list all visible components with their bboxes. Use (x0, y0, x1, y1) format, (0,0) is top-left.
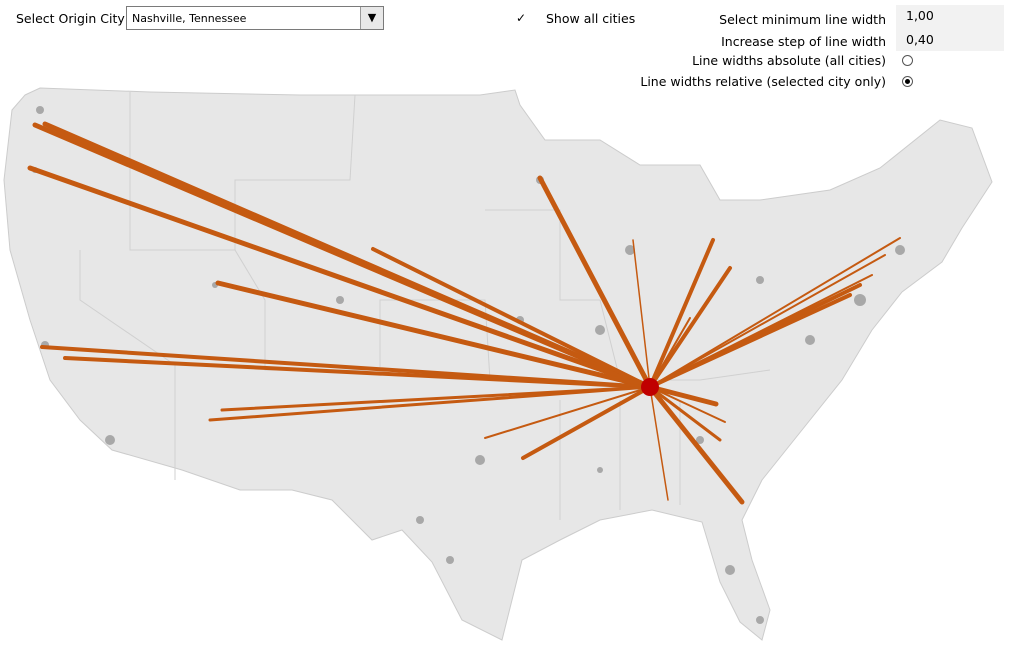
route-line (649, 386, 669, 501)
absolute-label: Line widths absolute (all cities) (692, 53, 886, 68)
origin-select[interactable]: Nashville, Tennessee ▼ (126, 6, 384, 30)
origin-value: Nashville, Tennessee (132, 12, 247, 25)
route-line (215, 280, 653, 390)
min-width-label: Select minimum line width (719, 12, 886, 27)
radio-absolute[interactable] (902, 55, 913, 66)
dropdown-button[interactable]: ▼ (360, 7, 383, 29)
route-line (371, 247, 652, 389)
radio-relative[interactable] (902, 76, 913, 87)
origin-city[interactable] (641, 378, 659, 396)
route-line (647, 384, 719, 407)
origin-label: Select Origin City (16, 11, 125, 26)
relative-label: Line widths relative (selected city only… (640, 74, 886, 89)
route-line (649, 254, 886, 388)
step-value: 0,40 (906, 32, 934, 47)
route-line (220, 385, 652, 412)
min-width-value: 1,00 (906, 8, 934, 23)
step-label: Increase step of line width (721, 34, 886, 49)
route-line (521, 385, 652, 460)
route-line (648, 238, 715, 389)
route-line (484, 386, 651, 439)
us-outline (3, 87, 993, 641)
route-line (648, 293, 852, 389)
route-line (632, 239, 651, 388)
route-line (27, 165, 653, 390)
route-line (649, 237, 901, 388)
min-width-field[interactable]: 1,00 (896, 5, 1004, 31)
route-line (648, 385, 722, 442)
show-all-label: Show all cities (546, 11, 636, 26)
route-line (42, 121, 653, 390)
checkbox[interactable]: ✓ (516, 11, 527, 25)
route-line (208, 385, 652, 422)
step-field[interactable]: 0,40 (896, 29, 1004, 51)
route-line (63, 356, 652, 389)
route-line (649, 386, 726, 423)
routes (27, 121, 901, 505)
route-line (648, 266, 732, 389)
route-line (537, 175, 653, 390)
state-borders (79, 92, 771, 520)
route-line (647, 384, 745, 505)
